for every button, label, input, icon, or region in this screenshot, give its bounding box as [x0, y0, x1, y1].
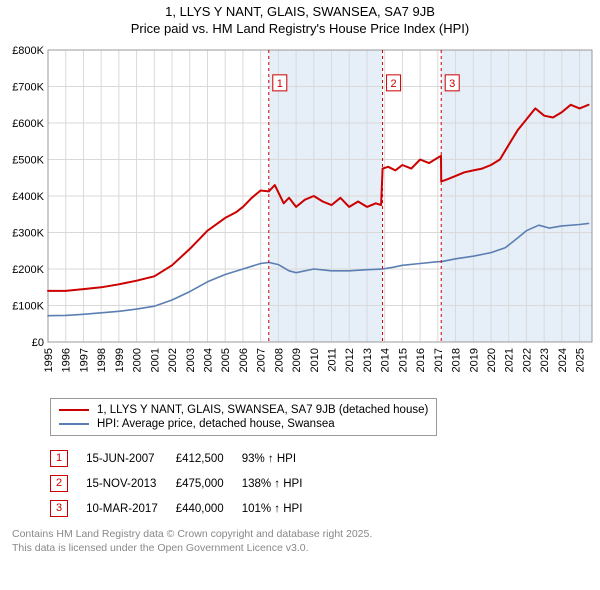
- table-row: 2 15-NOV-2013£475,000138% ↑ HPI: [50, 471, 320, 496]
- svg-text:1: 1: [277, 78, 283, 90]
- svg-text:£0: £0: [32, 337, 44, 349]
- sale-marker: 3: [50, 500, 68, 517]
- svg-text:3: 3: [449, 78, 455, 90]
- svg-text:2013: 2013: [362, 348, 374, 372]
- svg-text:£700K: £700K: [12, 82, 44, 94]
- svg-text:1999: 1999: [114, 348, 126, 372]
- sale-date: 15-NOV-2013: [86, 471, 176, 496]
- sale-price: £412,500: [176, 446, 242, 471]
- svg-text:2010: 2010: [309, 348, 321, 372]
- svg-text:2000: 2000: [132, 348, 144, 372]
- line-chart-svg: £0 £100K £200K £300K £400K £500K £600K £700K £80…: [0, 42, 600, 392]
- sale-date: 15-JUN-2007: [86, 446, 176, 471]
- svg-text:2: 2: [390, 78, 396, 90]
- svg-text:2006: 2006: [238, 348, 250, 372]
- sale-delta: 101% ↑ HPI: [242, 496, 321, 521]
- chart-legend: 1, LLYS Y NANT, GLAIS, SWANSEA, SA7 9JB …: [50, 398, 437, 436]
- table-row: 1 15-JUN-2007£412,50093% ↑ HPI: [50, 446, 320, 471]
- svg-text:1997: 1997: [78, 348, 90, 372]
- svg-text:2002: 2002: [167, 348, 179, 372]
- legend-label: HPI: Average price, detached house, Swan…: [97, 418, 335, 430]
- svg-text:£100K: £100K: [12, 301, 44, 313]
- legend-item: 1, LLYS Y NANT, GLAIS, SWANSEA, SA7 9JB …: [59, 403, 428, 417]
- chart-area: £0 £100K £200K £300K £400K £500K £600K £700K £80…: [0, 42, 600, 392]
- svg-text:2024: 2024: [557, 348, 569, 372]
- svg-text:2004: 2004: [202, 348, 214, 372]
- svg-text:2020: 2020: [486, 348, 498, 372]
- svg-text:2025: 2025: [575, 348, 587, 372]
- sale-delta: 93% ↑ HPI: [242, 446, 321, 471]
- sale-date: 10-MAR-2017: [86, 496, 176, 521]
- svg-text:1996: 1996: [61, 348, 73, 372]
- sale-marker: 2: [50, 475, 68, 492]
- footnote-line-2: This data is licensed under the Open Gov…: [12, 542, 309, 554]
- sale-price: £440,000: [176, 496, 242, 521]
- svg-text:2016: 2016: [415, 348, 427, 372]
- sale-delta: 138% ↑ HPI: [242, 471, 321, 496]
- svg-text:£500K: £500K: [12, 155, 44, 167]
- svg-text:2012: 2012: [344, 348, 356, 372]
- license-footnote: Contains HM Land Registry data © Crown c…: [12, 527, 588, 555]
- legend-item: HPI: Average price, detached house, Swan…: [59, 417, 428, 431]
- svg-text:2001: 2001: [149, 348, 161, 372]
- chart-subtitle: Price paid vs. HM Land Registry's House …: [0, 21, 600, 36]
- legend-label: 1, LLYS Y NANT, GLAIS, SWANSEA, SA7 9JB …: [97, 404, 428, 416]
- svg-text:£400K: £400K: [12, 191, 44, 203]
- svg-text:2015: 2015: [397, 348, 409, 372]
- svg-text:£800K: £800K: [12, 45, 44, 57]
- chart-title: 1, LLYS Y NANT, GLAIS, SWANSEA, SA7 9JB: [0, 4, 600, 19]
- svg-text:1995: 1995: [43, 348, 55, 372]
- svg-text:2009: 2009: [291, 348, 303, 372]
- svg-text:£200K: £200K: [12, 264, 44, 276]
- svg-text:2007: 2007: [256, 348, 268, 372]
- legend-swatch: [59, 423, 89, 425]
- svg-text:2005: 2005: [220, 348, 232, 372]
- sale-marker: 1: [50, 450, 68, 467]
- footnote-line-1: Contains HM Land Registry data © Crown c…: [12, 528, 372, 540]
- svg-text:2022: 2022: [521, 348, 533, 372]
- svg-text:2014: 2014: [380, 348, 392, 372]
- svg-text:2011: 2011: [327, 348, 339, 372]
- sales-table: 1 15-JUN-2007£412,50093% ↑ HPI 2 15-NOV-201…: [50, 446, 320, 521]
- legend-swatch: [59, 409, 89, 411]
- svg-text:2008: 2008: [273, 348, 285, 372]
- sale-price: £475,000: [176, 471, 242, 496]
- svg-text:2018: 2018: [451, 348, 463, 372]
- svg-text:2021: 2021: [504, 348, 516, 372]
- svg-text:1998: 1998: [96, 348, 108, 372]
- svg-text:£300K: £300K: [12, 228, 44, 240]
- svg-text:2023: 2023: [539, 348, 551, 372]
- table-row: 3 10-MAR-2017£440,000101% ↑ HPI: [50, 496, 320, 521]
- svg-text:£600K: £600K: [12, 118, 44, 130]
- svg-text:2003: 2003: [185, 348, 197, 372]
- svg-text:2017: 2017: [433, 348, 445, 372]
- svg-text:2019: 2019: [468, 348, 480, 372]
